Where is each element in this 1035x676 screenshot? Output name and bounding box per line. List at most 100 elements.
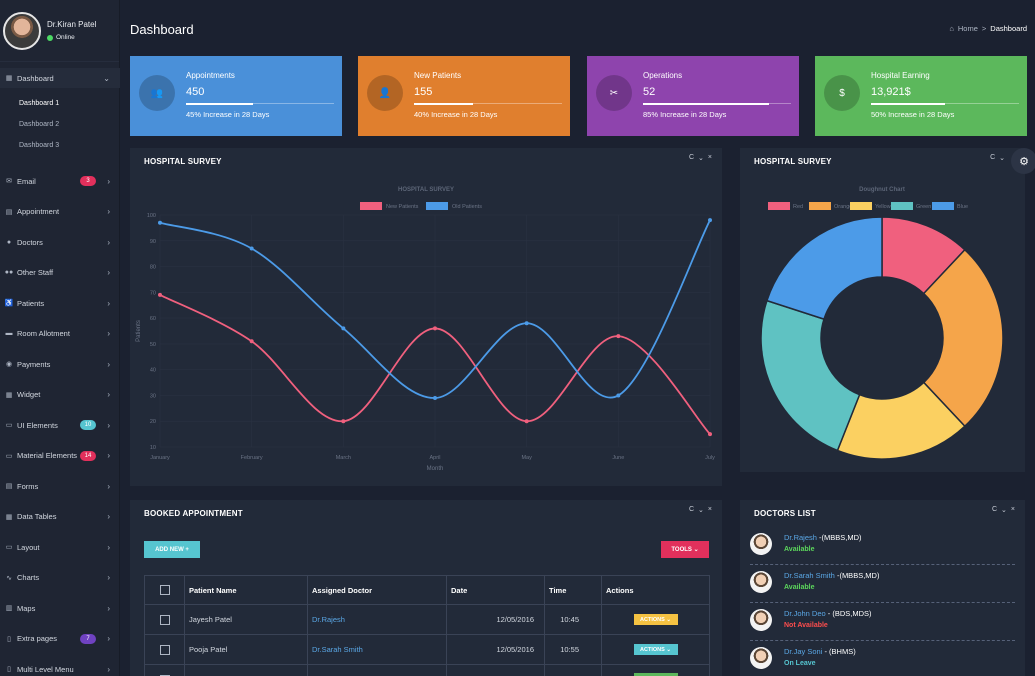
doctor-name-link[interactable]: Dr.John Deo bbox=[784, 609, 826, 618]
data-point[interactable] bbox=[433, 326, 437, 331]
data-point[interactable] bbox=[433, 396, 437, 401]
sidebar-item-maps[interactable]: ▥ Maps › bbox=[0, 598, 120, 618]
y-tick-label: 80 bbox=[150, 265, 156, 271]
sidebar-item-appointment[interactable]: ▤ Appointment › bbox=[0, 202, 120, 222]
sidebar-item-layout[interactable]: ▭ Layout › bbox=[0, 537, 120, 557]
sidebar-item-email[interactable]: ✉ Email 3 › bbox=[0, 171, 120, 191]
stat-card-appointments[interactable]: 👥 Appointments 450 45% Increase in 28 Days bbox=[130, 56, 342, 136]
submenu-dashboard-1[interactable]: Dashboard 1 bbox=[19, 100, 60, 107]
list-item[interactable]: Dr.Rajesh -(MBBS,MD) Available bbox=[750, 529, 1015, 565]
data-point[interactable] bbox=[616, 334, 621, 339]
sidebar-item-ui-elements[interactable]: ▭ UI Elements 10 › bbox=[0, 415, 120, 435]
collapse-icon[interactable]: ⌄ bbox=[698, 507, 704, 514]
collapse-icon[interactable]: ⌄ bbox=[698, 155, 704, 162]
add-new-button[interactable]: ADD NEW + bbox=[144, 541, 200, 558]
refresh-icon[interactable]: C bbox=[688, 154, 695, 161]
sidebar-item-patients[interactable]: ♿ Patients › bbox=[0, 293, 120, 313]
close-icon[interactable]: × bbox=[1010, 506, 1015, 513]
y-tick-label: 30 bbox=[150, 393, 156, 399]
data-point[interactable] bbox=[708, 218, 712, 223]
sidebar-item-room-allotment[interactable]: ▬ Room Allotment › bbox=[0, 324, 120, 344]
sidebar-item-dashboard[interactable]: ▦ Dashboard ⌄ bbox=[0, 68, 120, 88]
row-checkbox[interactable] bbox=[159, 614, 170, 625]
submenu-dashboard-2[interactable]: Dashboard 2 bbox=[19, 121, 60, 128]
select-all-cell bbox=[144, 575, 185, 605]
sidebar-item-forms[interactable]: ▤ Forms › bbox=[0, 476, 120, 496]
refresh-icon[interactable]: C bbox=[990, 154, 996, 161]
close-icon[interactable]: × bbox=[707, 506, 712, 513]
table-row[interactable]: Jayesh Patel Dr.Rajesh 12/05/2016 10:45 ACTI… bbox=[144, 604, 710, 635]
gear-icon: ⚙ bbox=[1019, 155, 1029, 168]
doughnut-slice-blue[interactable] bbox=[765, 216, 883, 321]
col-assigned-doctor[interactable]: Assigned Doctor bbox=[307, 575, 447, 605]
data-point[interactable] bbox=[708, 432, 712, 437]
col-date[interactable]: Date bbox=[446, 575, 545, 605]
doctor-link[interactable]: Dr.Rajesh bbox=[312, 615, 345, 624]
legend-label: Blue bbox=[957, 204, 968, 210]
page-header: Dashboard ⌂ Home > Dashboard bbox=[120, 0, 1035, 50]
sidebar-item-charts[interactable]: ∿ Charts › bbox=[0, 568, 120, 588]
sidebar-item-material-elements[interactable]: ▭ Material Elements 14 › bbox=[0, 446, 120, 466]
col-patient-name[interactable]: Patient Name bbox=[184, 575, 308, 605]
data-point[interactable] bbox=[158, 292, 162, 297]
col-actions: Actions bbox=[601, 575, 710, 605]
stat-card-new-patients[interactable]: 👤 New Patients 155 40% Increase in 28 Days bbox=[358, 56, 570, 136]
list-item[interactable]: Dr.Jay Soni - (BHMS) On Leave bbox=[750, 643, 1015, 676]
data-point[interactable] bbox=[524, 321, 529, 326]
doctor-name-link[interactable]: Dr.Jay Soni bbox=[784, 647, 823, 656]
close-icon[interactable]: × bbox=[707, 154, 712, 161]
menu-icon: ▯ bbox=[7, 666, 11, 673]
submenu-dashboard-3[interactable]: Dashboard 3 bbox=[19, 142, 60, 149]
actions-dropdown-button[interactable] bbox=[633, 673, 678, 676]
col-time[interactable]: Time bbox=[544, 575, 602, 605]
data-point[interactable] bbox=[249, 246, 254, 251]
table-row[interactable]: Pooja Patel Dr.Sarah Smith 12/05/2016 10:55… bbox=[144, 634, 710, 665]
sidebar-item-extra-pages[interactable]: ▯ Extra pages 7 › bbox=[0, 629, 120, 649]
divider bbox=[750, 640, 1015, 641]
tools-dropdown-button[interactable]: TOOLS ⌄ bbox=[661, 541, 709, 558]
stat-card-operations[interactable]: ✂ Operations 52 85% Increase in 28 Days bbox=[587, 56, 799, 136]
doughnut-slice-orange[interactable] bbox=[922, 248, 1004, 428]
doctor-degree: -(MBBS,MD) bbox=[834, 571, 880, 580]
sidebar-item-widget[interactable]: ▦ Widget › bbox=[0, 385, 120, 405]
chart-title: HOSPITAL SURVEY bbox=[398, 187, 454, 193]
card-title: HOSPITAL SURVEY bbox=[144, 157, 222, 166]
list-item[interactable]: Dr.Sarah Smith -(MBBS,MD) Available bbox=[750, 567, 1015, 603]
data-point[interactable] bbox=[341, 419, 346, 424]
stat-card-hospital-earning[interactable]: $ Hospital Earning 13,921$ 50% Increase in … bbox=[815, 56, 1027, 136]
sidebar-item-other-staff[interactable]: ●● Other Staff › bbox=[0, 263, 120, 283]
doctor-name-link[interactable]: Dr.Rajesh bbox=[784, 533, 817, 542]
data-point[interactable] bbox=[616, 393, 621, 398]
doctor-name-link[interactable]: Dr.Sarah Smith bbox=[784, 571, 835, 580]
refresh-icon[interactable]: C bbox=[991, 506, 998, 513]
breadcrumb-home[interactable]: Home bbox=[957, 24, 978, 33]
data-point[interactable] bbox=[158, 220, 162, 225]
settings-gear-button[interactable]: ⚙ bbox=[1011, 148, 1035, 174]
legend-swatch bbox=[850, 202, 872, 210]
sidebar-item-payments[interactable]: ◉ Payments › bbox=[0, 354, 120, 374]
avatar[interactable] bbox=[3, 11, 41, 50]
collapse-icon[interactable]: ⌄ bbox=[1001, 507, 1007, 514]
actions-dropdown-button[interactable]: ACTIONS ⌄ bbox=[633, 644, 678, 656]
collapse-icon[interactable]: ⌄ bbox=[999, 155, 1005, 162]
row-checkbox[interactable] bbox=[159, 644, 170, 655]
sidebar-item-multi-level-menu[interactable]: ▯ Multi Level Menu › bbox=[0, 659, 120, 676]
sidebar-item-data-tables[interactable]: ▦ Data Tables › bbox=[0, 507, 120, 527]
chevron-right-icon: › bbox=[107, 634, 110, 643]
table-row[interactable] bbox=[144, 664, 710, 676]
doughnut-slice-green[interactable] bbox=[760, 299, 861, 452]
select-all-checkbox[interactable] bbox=[159, 585, 170, 595]
data-point[interactable] bbox=[524, 419, 529, 424]
data-point[interactable] bbox=[249, 339, 254, 344]
card-title: HOSPITAL SURVEY bbox=[754, 157, 832, 166]
refresh-icon[interactable]: C bbox=[688, 506, 695, 513]
row-checkbox[interactable] bbox=[159, 674, 170, 676]
list-item[interactable]: Dr.John Deo - (BDS,MDS) Not Available bbox=[750, 605, 1015, 641]
ui-elements-icon: ▭ bbox=[5, 422, 13, 429]
data-point[interactable] bbox=[341, 326, 346, 331]
actions-dropdown-button[interactable]: ACTIONS ⌄ bbox=[633, 614, 678, 626]
sidebar-item-label: Dashboard bbox=[17, 73, 54, 83]
user-icon: 👤 bbox=[367, 75, 403, 111]
doctor-link[interactable]: Dr.Sarah Smith bbox=[312, 645, 363, 654]
sidebar-item-doctors[interactable]: ● Doctors › bbox=[0, 232, 120, 252]
